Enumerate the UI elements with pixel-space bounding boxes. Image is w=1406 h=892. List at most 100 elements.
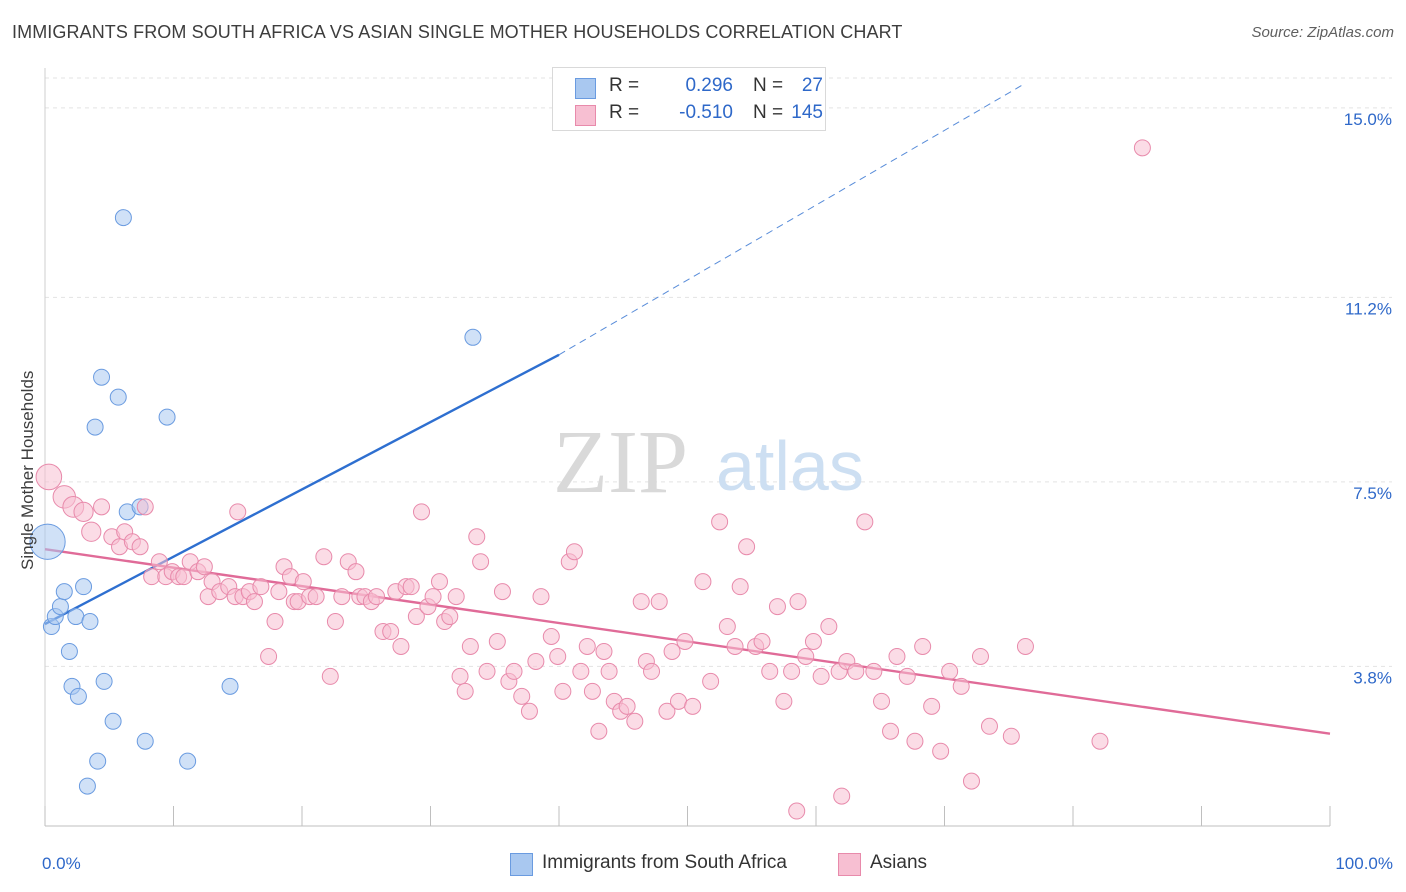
point-asians <box>583 682 601 700</box>
point-asians <box>865 662 883 680</box>
point-asians <box>270 583 288 601</box>
point-asians <box>542 628 560 646</box>
watermark-atlas: atlas <box>716 427 864 505</box>
point-south-africa <box>29 523 66 560</box>
point-asians <box>407 608 425 626</box>
legend-swatch-asians <box>575 105 596 126</box>
point-asians <box>266 613 284 631</box>
legend-label-south-africa: Immigrants from South Africa <box>542 852 787 873</box>
point-asians <box>833 787 851 805</box>
stats-legend: R = 0.296 N = 27 R = -0.510 N = 145 <box>552 67 826 131</box>
point-south-africa <box>78 777 96 795</box>
point-asians <box>456 682 474 700</box>
point-asians <box>35 463 63 491</box>
point-asians <box>93 498 111 516</box>
point-asians <box>731 578 749 596</box>
point-asians <box>441 608 459 626</box>
point-asians <box>413 503 431 521</box>
point-asians <box>402 578 420 596</box>
point-asians <box>847 662 865 680</box>
point-asians <box>952 677 970 695</box>
point-asians <box>820 618 838 636</box>
point-asians <box>941 662 959 680</box>
point-asians <box>505 662 523 680</box>
point-asians <box>321 667 339 685</box>
point-asians <box>175 568 193 586</box>
axes <box>44 68 1331 827</box>
point-south-africa <box>158 408 176 426</box>
point-asians <box>632 593 650 611</box>
point-asians <box>572 662 590 680</box>
point-south-africa <box>86 418 104 436</box>
y-axis-label: Single Mother Households <box>18 370 37 570</box>
point-asians <box>932 742 950 760</box>
point-asians <box>788 802 806 820</box>
point-asians <box>229 503 247 521</box>
point-asians <box>488 632 506 650</box>
point-asians <box>882 722 900 740</box>
trend-line-extension-south-africa <box>558 85 1022 356</box>
tick-labels: 3.8% 7.5% 11.2% 15.0% 0.0% 100.0% <box>42 110 1393 873</box>
point-asians <box>368 588 386 606</box>
point-asians <box>711 513 729 531</box>
y-tick-label: 3.8% <box>1353 668 1392 687</box>
point-asians <box>1016 637 1034 655</box>
y-tick-label: 7.5% <box>1353 484 1392 503</box>
point-south-africa <box>93 368 111 386</box>
point-asians <box>804 632 822 650</box>
point-asians <box>468 528 486 546</box>
point-asians <box>775 692 793 710</box>
point-asians <box>923 697 941 715</box>
point-asians <box>726 637 744 655</box>
point-asians <box>549 647 567 665</box>
point-asians <box>650 593 668 611</box>
point-south-africa <box>221 677 239 695</box>
n-value: 145 <box>791 102 823 123</box>
point-asians <box>761 662 779 680</box>
point-asians <box>906 732 924 750</box>
point-asians <box>971 647 989 665</box>
y-tick-label: 15.0% <box>1344 110 1392 129</box>
r-value: 0.296 <box>685 75 733 96</box>
x-tick-label-max: 100.0% <box>1335 854 1393 873</box>
point-asians <box>578 637 596 655</box>
r-value: -0.510 <box>679 102 733 123</box>
point-asians <box>980 717 998 735</box>
point-asians <box>789 593 807 611</box>
legend-label-asians: Asians <box>870 852 928 873</box>
point-asians <box>643 662 661 680</box>
point-asians <box>565 543 583 561</box>
chart-title: IMMIGRANTS FROM SOUTH AFRICA VS ASIAN SI… <box>12 22 903 42</box>
point-south-africa <box>55 583 73 601</box>
y-tick-label: 11.2% <box>1345 299 1392 318</box>
point-asians <box>451 667 469 685</box>
point-asians <box>447 588 465 606</box>
point-asians <box>768 598 786 616</box>
point-south-africa <box>95 672 113 690</box>
point-south-africa <box>109 388 127 406</box>
point-asians <box>753 632 771 650</box>
r-label: R = <box>609 75 640 96</box>
point-south-africa <box>89 752 107 770</box>
point-asians <box>472 553 490 571</box>
series-legend: Immigrants from South Africa Asians <box>0 852 1406 878</box>
point-asians <box>962 772 980 790</box>
point-asians <box>333 588 351 606</box>
point-asians <box>702 672 720 690</box>
point-asians <box>1091 732 1109 750</box>
point-asians <box>493 583 511 601</box>
point-asians <box>382 623 400 641</box>
r-label: R = <box>609 102 640 123</box>
point-asians <box>73 501 94 522</box>
point-asians <box>315 548 333 566</box>
trend-line-south-africa <box>44 353 560 626</box>
point-south-africa <box>51 598 69 616</box>
point-asians <box>527 652 545 670</box>
point-asians <box>600 662 618 680</box>
point-asians <box>392 637 410 655</box>
point-asians <box>658 702 676 720</box>
point-asians <box>520 702 538 720</box>
x-tick-label-min: 0.0% <box>42 854 81 873</box>
point-asians <box>873 692 891 710</box>
point-asians <box>81 521 102 542</box>
